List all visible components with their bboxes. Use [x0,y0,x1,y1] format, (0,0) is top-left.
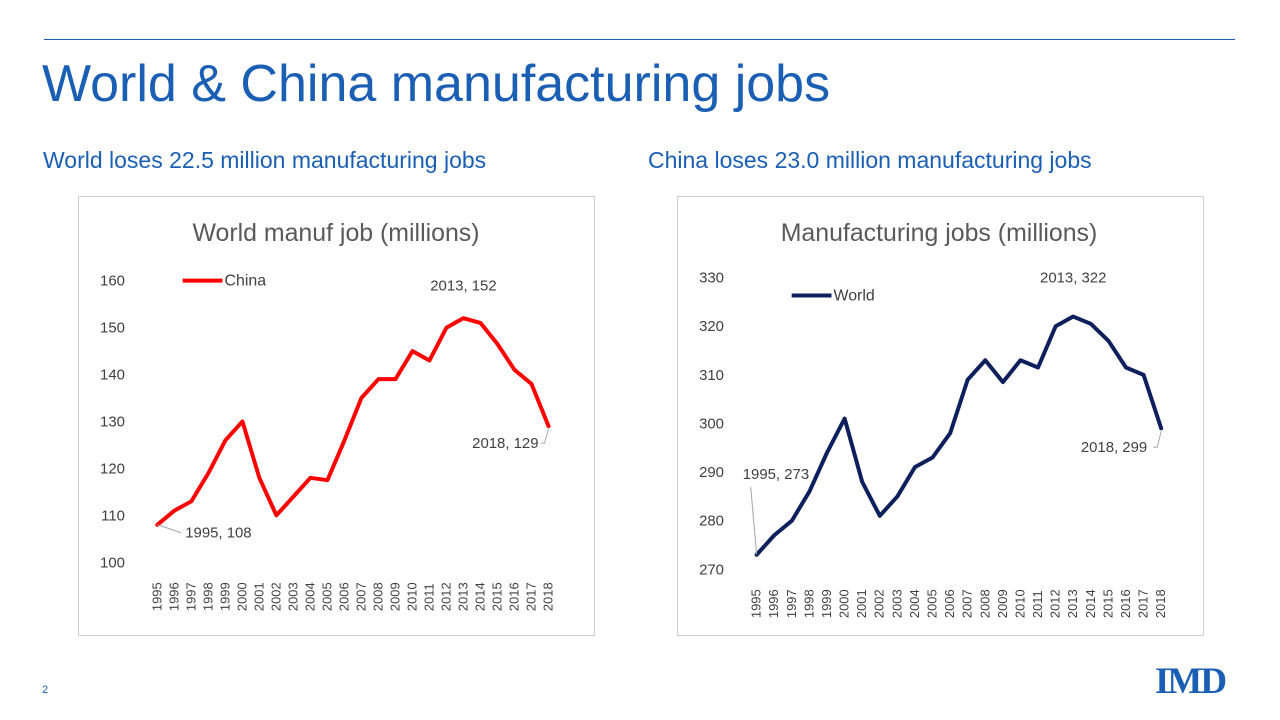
x-tick-label: 2012 [438,582,453,611]
x-tick-label: 1996 [166,582,181,611]
x-tick-label: 1998 [200,582,215,611]
x-tick-label: 2013 [455,582,470,611]
data-label: 2018, 129 [472,435,538,452]
x-tick-label: 2008 [977,589,992,618]
series-line-china [155,316,551,527]
y-tick-label: 160 [100,273,125,290]
x-tick-label: 2001 [854,589,869,618]
leader-line [540,429,549,444]
x-tick-label: 2009 [995,589,1010,618]
y-tick-label: 320 [699,318,724,335]
top-rule [44,39,1235,40]
chart-left-frame: World manuf job (millions) 100 110 120 130 14… [78,196,595,636]
x-tick-label: 2011 [421,583,436,611]
subtitle-world: World loses 22.5 million manufacturing j… [43,147,487,173]
y-tick-label: 300 [699,415,724,432]
y-tick-label: 110 [101,507,125,524]
x-tick-label: 1997 [183,582,198,611]
x-tick-label: 2015 [1100,589,1115,618]
y-tick-label: 100 [100,554,125,571]
legend-label: China [225,273,267,290]
x-tick-label: 1996 [766,589,781,618]
y-tick-label: 130 [100,413,125,430]
chart-title: Manufacturing jobs (millions) [781,219,1098,247]
x-tick-label: 2009 [387,582,402,611]
x-tick-label: 2000 [837,589,852,618]
x-tick-label: 2017 [1136,589,1151,618]
y-tick-label: 140 [100,367,125,384]
x-tick-label: 2007 [353,582,368,611]
x-tick-label: 2003 [285,582,300,611]
slide-title: World & China manufacturing jobs [42,55,831,113]
x-tick-label: 2016 [506,582,521,611]
x-tick-label: 1999 [217,582,232,611]
x-tick-label: 2010 [404,582,419,611]
chart-right: Manufacturing jobs (millions) 270 280 290 30… [699,219,1168,618]
x-tick-label: 2014 [472,582,487,611]
x-tick-label: 2002 [872,589,887,618]
x-tick-label: 2010 [1012,589,1027,618]
data-label: 2013, 152 [430,277,496,294]
x-tick-label: 2015 [489,582,504,611]
x-tick-label: 2004 [907,589,922,618]
subtitle-china: China loses 23.0 million manufacturing j… [648,147,1092,173]
x-tick-label: 2005 [319,582,334,611]
legend-label: World [833,288,874,305]
chart-right-frame: Manufacturing jobs (millions) 270 280 290 30… [677,196,1204,636]
chart-title: World manuf job (millions) [192,219,479,247]
data-label: 2013, 322 [1040,270,1106,287]
imd-logo: IMD [1155,661,1227,702]
y-tick-label: 280 [699,513,724,530]
x-tick-label: 2007 [960,589,975,618]
x-tick-label: 1999 [819,589,834,618]
y-tick-label: 330 [699,270,724,287]
y-tick-label: 270 [699,561,724,578]
leader-line [750,486,758,555]
x-tick-label: 2008 [370,582,385,611]
x-tick-label: 2000 [234,582,249,611]
x-tick-label: 2006 [336,582,351,611]
x-tick-label: 2006 [942,589,957,618]
x-tick-label: 2016 [1118,589,1133,618]
x-tick-label: 2018 [540,582,555,611]
leader-line [157,524,182,534]
x-tick-label: 1995 [749,589,764,618]
x-tick-label: 2003 [889,589,904,618]
leader-line [1153,431,1162,448]
x-tick-label: 2017 [523,582,538,611]
x-tick-label: 2001 [251,582,266,611]
x-tick-label: 2013 [1065,589,1080,618]
y-tick-label: 290 [699,464,724,481]
x-tick-label: 2018 [1153,589,1168,618]
x-tick-label: 1997 [784,589,799,618]
data-label: 1995, 108 [185,525,251,542]
data-label: 1995, 273 [743,466,809,483]
x-tick-label: 2002 [268,582,283,611]
x-tick-label: 2011 [1030,590,1045,618]
x-tick-label: 2005 [925,589,940,618]
y-tick-label: 150 [100,320,125,337]
x-tick-label: 2012 [1048,589,1063,618]
y-tick-label: 310 [699,367,724,384]
chart-left: World manuf job (millions) 100 110 120 130 14… [100,219,555,611]
x-tick-label: 2004 [302,582,317,611]
page-number: 2 [42,684,49,696]
x-tick-label: 1995 [149,582,164,611]
x-tick-label: 2014 [1083,589,1098,618]
y-tick-label: 120 [100,460,125,477]
x-tick-label: 1998 [801,589,816,618]
data-label: 2018, 299 [1081,439,1147,456]
series-line-world [754,314,1164,557]
